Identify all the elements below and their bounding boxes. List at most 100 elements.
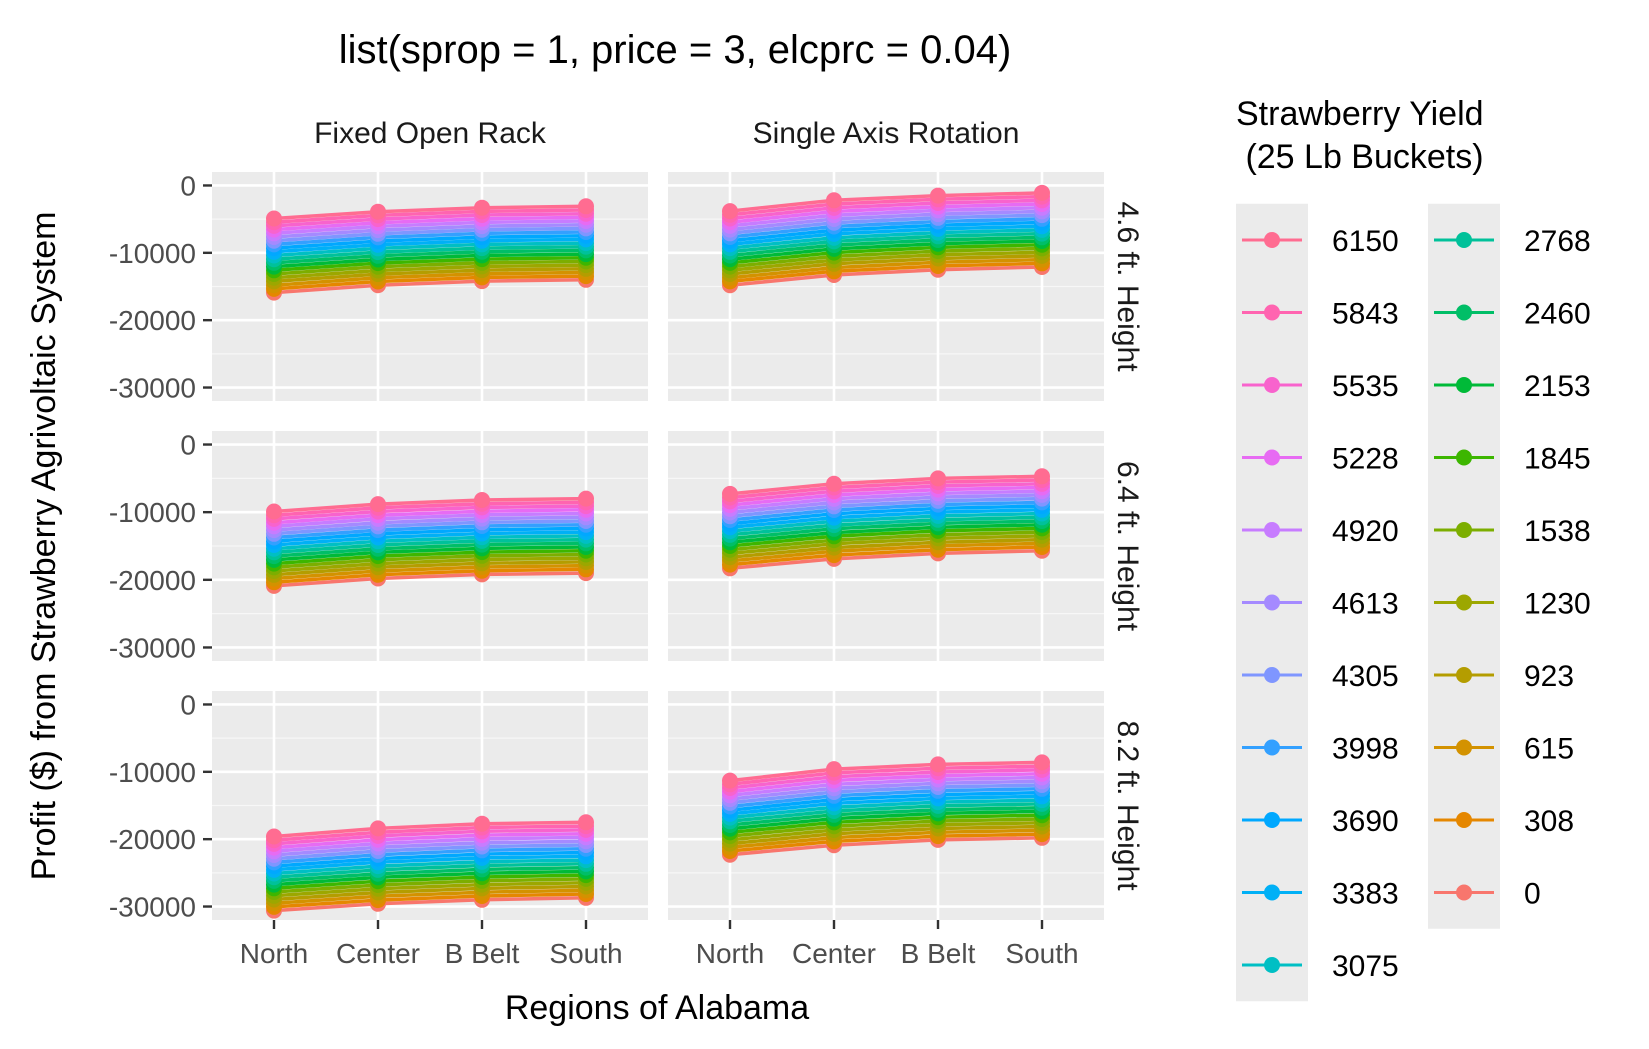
legend: Strawberry Yield (25 Lb Buckets) 6150584… (1236, 95, 1591, 1002)
series-line-308 (729, 832, 1043, 853)
series-line-5535 (729, 768, 1043, 790)
series-line-3075 (273, 534, 587, 551)
series-line-3998 (729, 787, 1043, 809)
legend-entry-label: 3075 (1332, 950, 1399, 983)
data-point (722, 485, 738, 502)
legend-entry-label: 2768 (1524, 225, 1591, 258)
series-line-923 (729, 824, 1043, 846)
legend-key-point (1456, 594, 1472, 611)
series-line-4305 (729, 496, 1043, 518)
series-line-5228 (273, 215, 587, 232)
series-line-615 (729, 257, 1043, 280)
data-point (930, 756, 946, 773)
legend-title-line1: Strawberry Yield (1236, 95, 1484, 133)
series-line-4920 (273, 511, 587, 529)
series-line-3383 (273, 530, 587, 547)
y-tick-label: -30000 (109, 373, 196, 404)
y-tick-label: -10000 (109, 757, 196, 788)
series-line-923 (273, 267, 587, 284)
y-tick-label: -30000 (109, 892, 196, 923)
series-line-308 (729, 545, 1043, 567)
series-line-4305 (729, 213, 1043, 236)
series-line-615 (273, 888, 587, 905)
series-line-3690 (729, 790, 1043, 812)
data-point (1034, 754, 1050, 771)
legend-entry-label: 923 (1524, 660, 1574, 693)
series-line-4920 (729, 489, 1043, 511)
legend-key-point (1264, 522, 1280, 538)
series-line-923 (729, 254, 1043, 276)
series-line-923 (273, 560, 587, 577)
series-line-6150 (273, 204, 587, 221)
legend-entry-label: 615 (1524, 733, 1574, 766)
legend-key-point (1456, 377, 1472, 393)
series-line-3690 (729, 220, 1043, 243)
x-axis-title: Regions of Alabama (505, 989, 809, 1027)
series-line-5843 (273, 208, 587, 224)
series-line-3075 (273, 241, 587, 258)
y-tick-label: 0 (180, 170, 196, 201)
series-line-923 (273, 884, 587, 902)
legend-key-point (1264, 957, 1280, 973)
data-point (826, 475, 842, 492)
series-line-1538 (273, 552, 587, 570)
series-line-2768 (273, 244, 587, 261)
series-line-1538 (273, 259, 587, 276)
legend-title-line2: (25 Lb Buckets) (1236, 138, 1484, 176)
series-line-4613 (729, 493, 1043, 515)
series-line-3998 (273, 522, 587, 540)
x-tick-label: North (240, 938, 308, 969)
series-line-5843 (273, 824, 587, 842)
series-line-2153 (729, 809, 1043, 831)
panel (668, 172, 1104, 401)
data-point (930, 470, 946, 487)
data-point (370, 496, 386, 513)
data-point (474, 199, 490, 216)
legend-entry-label: 3690 (1332, 805, 1399, 838)
legend-key-point (1456, 739, 1472, 756)
panel: North Center B Belt South (668, 691, 1104, 969)
facet-col-label: Fixed Open Rack (314, 117, 547, 150)
x-tick-label: Center (792, 938, 876, 969)
series-line-4920 (273, 219, 587, 236)
y-tick-label: 0 (180, 430, 196, 461)
data-point (370, 820, 386, 837)
series-line-4305 (273, 226, 587, 243)
series-line-3075 (273, 858, 587, 876)
series-line-5535 (729, 198, 1043, 221)
legend-key-point (1456, 449, 1472, 466)
series-line-2768 (729, 515, 1043, 537)
legend-key-point (1456, 232, 1472, 248)
series-line-5228 (729, 485, 1043, 507)
legend-key-point (1456, 884, 1472, 901)
series-line-2768 (729, 802, 1043, 824)
series-line-1538 (273, 877, 587, 894)
x-tick-label: South (1005, 938, 1078, 969)
series-line-5228 (729, 771, 1043, 794)
series-line-1538 (729, 246, 1043, 269)
series-line-1538 (729, 817, 1043, 838)
data-point (266, 503, 282, 520)
legend-key-point (1264, 667, 1280, 683)
series-line-2768 (729, 231, 1043, 254)
series-line-1230 (729, 820, 1043, 842)
series-line-5843 (729, 764, 1043, 787)
panel (668, 431, 1104, 661)
legend-key-point (1264, 449, 1280, 466)
series-line-4613 (273, 839, 587, 857)
data-point (1034, 468, 1050, 485)
series-line-1845 (273, 873, 587, 891)
legend-key-background (1428, 203, 1500, 929)
chart-title: list(sprop = 1, price = 3, elcprc = 0.04… (339, 28, 1012, 72)
series-line-5535 (273, 211, 587, 228)
series-line-1845 (729, 242, 1043, 265)
series-line-6150 (273, 820, 587, 839)
data-point (266, 210, 282, 227)
legend-key-point (1456, 304, 1472, 321)
series-line-5228 (729, 202, 1043, 224)
panel: 0 -10000 -20000 -30000 (109, 170, 648, 404)
legend-key-point (1264, 812, 1280, 828)
data-point (722, 772, 738, 789)
series-line-6150 (729, 191, 1043, 213)
series-line-3998 (273, 230, 587, 247)
